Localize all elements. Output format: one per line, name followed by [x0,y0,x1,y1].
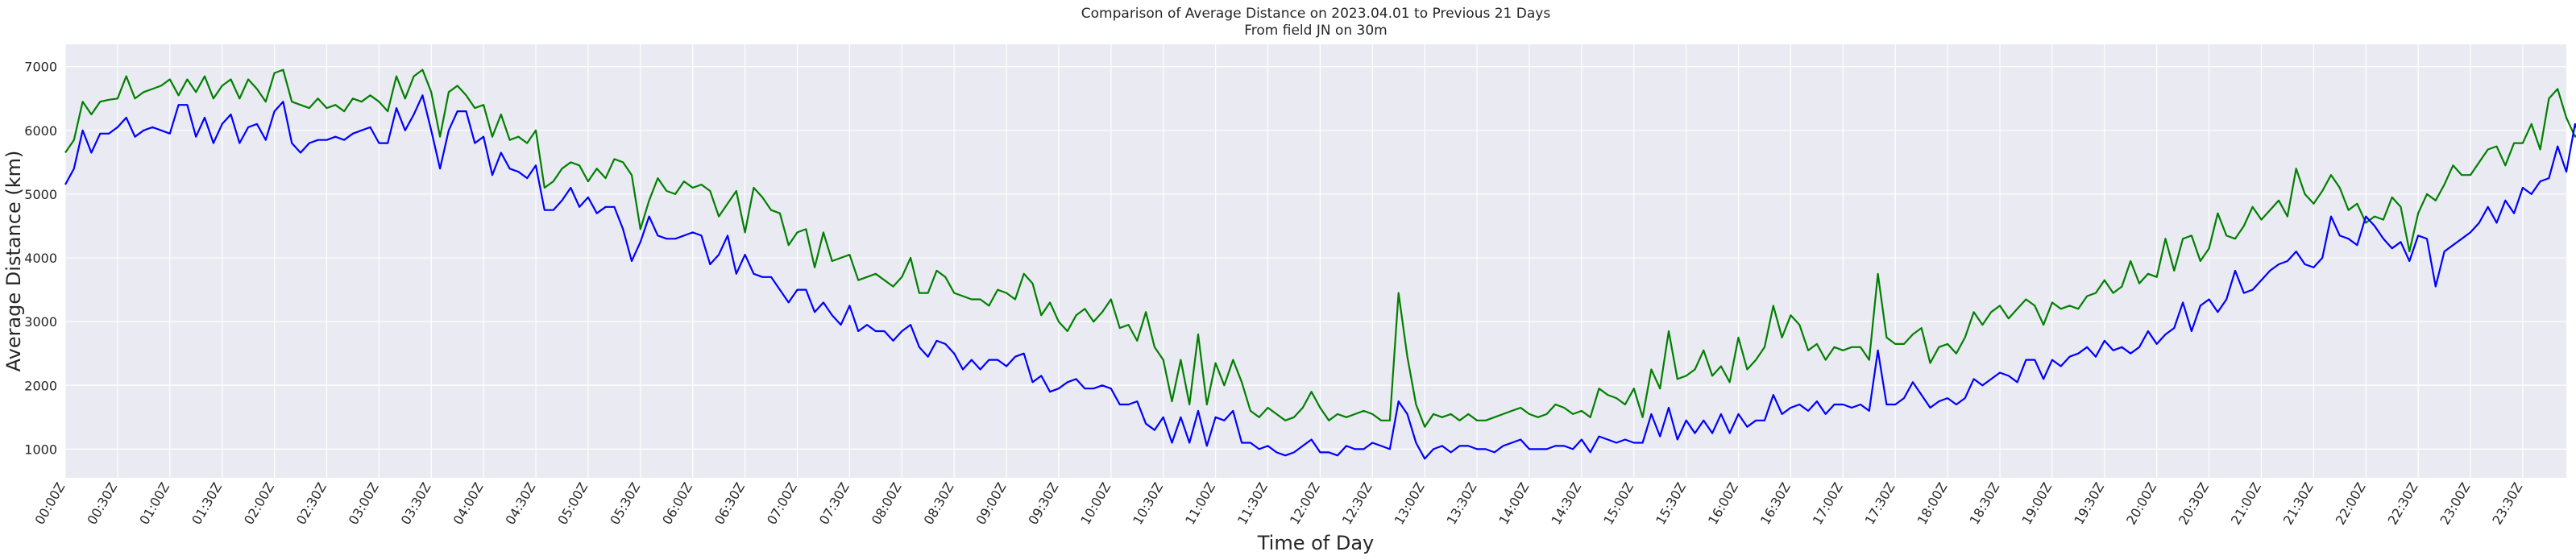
x-tick-label: 23:30Z [2489,479,2525,527]
x-tick-label: 11:00Z [1182,479,1218,527]
x-tick-label: 16:00Z [1705,479,1741,527]
x-tick-label: 08:30Z [921,479,957,527]
x-tick-label: 14:00Z [1495,479,1532,527]
grid [64,44,2566,478]
y-tick-label: 1000 [24,442,57,457]
chart-title: Comparison of Average Distance on 2023.0… [1081,6,1551,22]
y-tick-label: 5000 [24,187,57,202]
chart-subtitle: From field JN on 30m [1244,23,1388,39]
x-tick-label: 10:00Z [1077,479,1114,527]
x-tick-label: 12:30Z [1339,479,1375,527]
x-tick-label: 06:00Z [659,479,695,527]
x-tick-label: 04:30Z [502,479,538,527]
x-tick-label: 07:00Z [764,479,800,527]
x-tick-label: 05:30Z [607,479,643,527]
x-tick-label: 06:30Z [711,479,748,527]
x-tick-label: 01:00Z [136,479,172,527]
x-tick-label: 19:30Z [2071,479,2107,527]
x-tick-label: 13:30Z [1444,479,1480,527]
x-tick-label: 19:00Z [2018,479,2055,527]
x-tick-label: 00:30Z [84,479,120,527]
y-axis-label: Average Distance (km) [2,151,25,372]
x-tick-label: 21:30Z [2280,479,2317,527]
x-tick-label: 07:30Z [816,479,852,527]
x-tick-label: 17:00Z [1810,479,1846,527]
x-tick-label: 12:00Z [1287,479,1323,527]
x-tick-label: 09:30Z [1025,479,1061,527]
x-tick-label: 13:00Z [1392,479,1428,527]
x-axis-label: Time of Day [1257,532,1375,554]
series-line-previous-21-days [64,68,2576,428]
series-group [64,68,2576,460]
y-tick-label: 3000 [24,314,57,330]
y-axis-ticks: 1000 2000 3000 4000 5000 6000 7000 [24,60,57,458]
x-tick-label: 03:00Z [346,479,382,527]
x-tick-label: 10:30Z [1130,479,1166,527]
x-tick-label: 04:00Z [450,479,487,527]
x-tick-label: 15:30Z [1653,479,1689,527]
y-tick-label: 4000 [24,251,57,266]
x-tick-label: 20:30Z [2176,479,2212,527]
x-axis-ticks: 00:00Z 00:30Z 01:00Z 01:30Z 02:00Z 02:30Z 03:0… [31,479,2525,527]
y-tick-label: 2000 [24,378,57,393]
x-tick-label: 23:00Z [2437,479,2474,527]
x-tick-label: 09:00Z [973,479,1010,527]
x-tick-label: 14:30Z [1548,479,1584,527]
x-tick-label: 16:30Z [1757,479,1794,527]
x-tick-label: 00:00Z [31,479,68,527]
x-tick-label: 05:00Z [554,479,591,527]
x-tick-label: 21:00Z [2228,479,2264,527]
x-tick-label: 15:00Z [1600,479,1636,527]
x-tick-label: 18:30Z [1966,479,2002,527]
y-tick-label: 7000 [24,60,57,75]
x-tick-label: 02:00Z [241,479,277,527]
x-tick-label: 11:30Z [1234,479,1271,527]
x-tick-label: 22:30Z [2385,479,2421,527]
x-tick-label: 08:00Z [869,479,905,527]
x-tick-label: 22:00Z [2333,479,2369,527]
x-tick-label: 02:30Z [293,479,330,527]
x-tick-label: 01:30Z [189,479,225,527]
x-tick-label: 20:00Z [2123,479,2159,527]
x-tick-label: 17:30Z [1862,479,1898,527]
series-line-current-day [64,94,2576,460]
plot-area [65,44,2566,478]
y-tick-label: 6000 [24,123,57,139]
x-tick-label: 03:30Z [398,479,434,527]
x-tick-label: 18:00Z [1914,479,1951,527]
